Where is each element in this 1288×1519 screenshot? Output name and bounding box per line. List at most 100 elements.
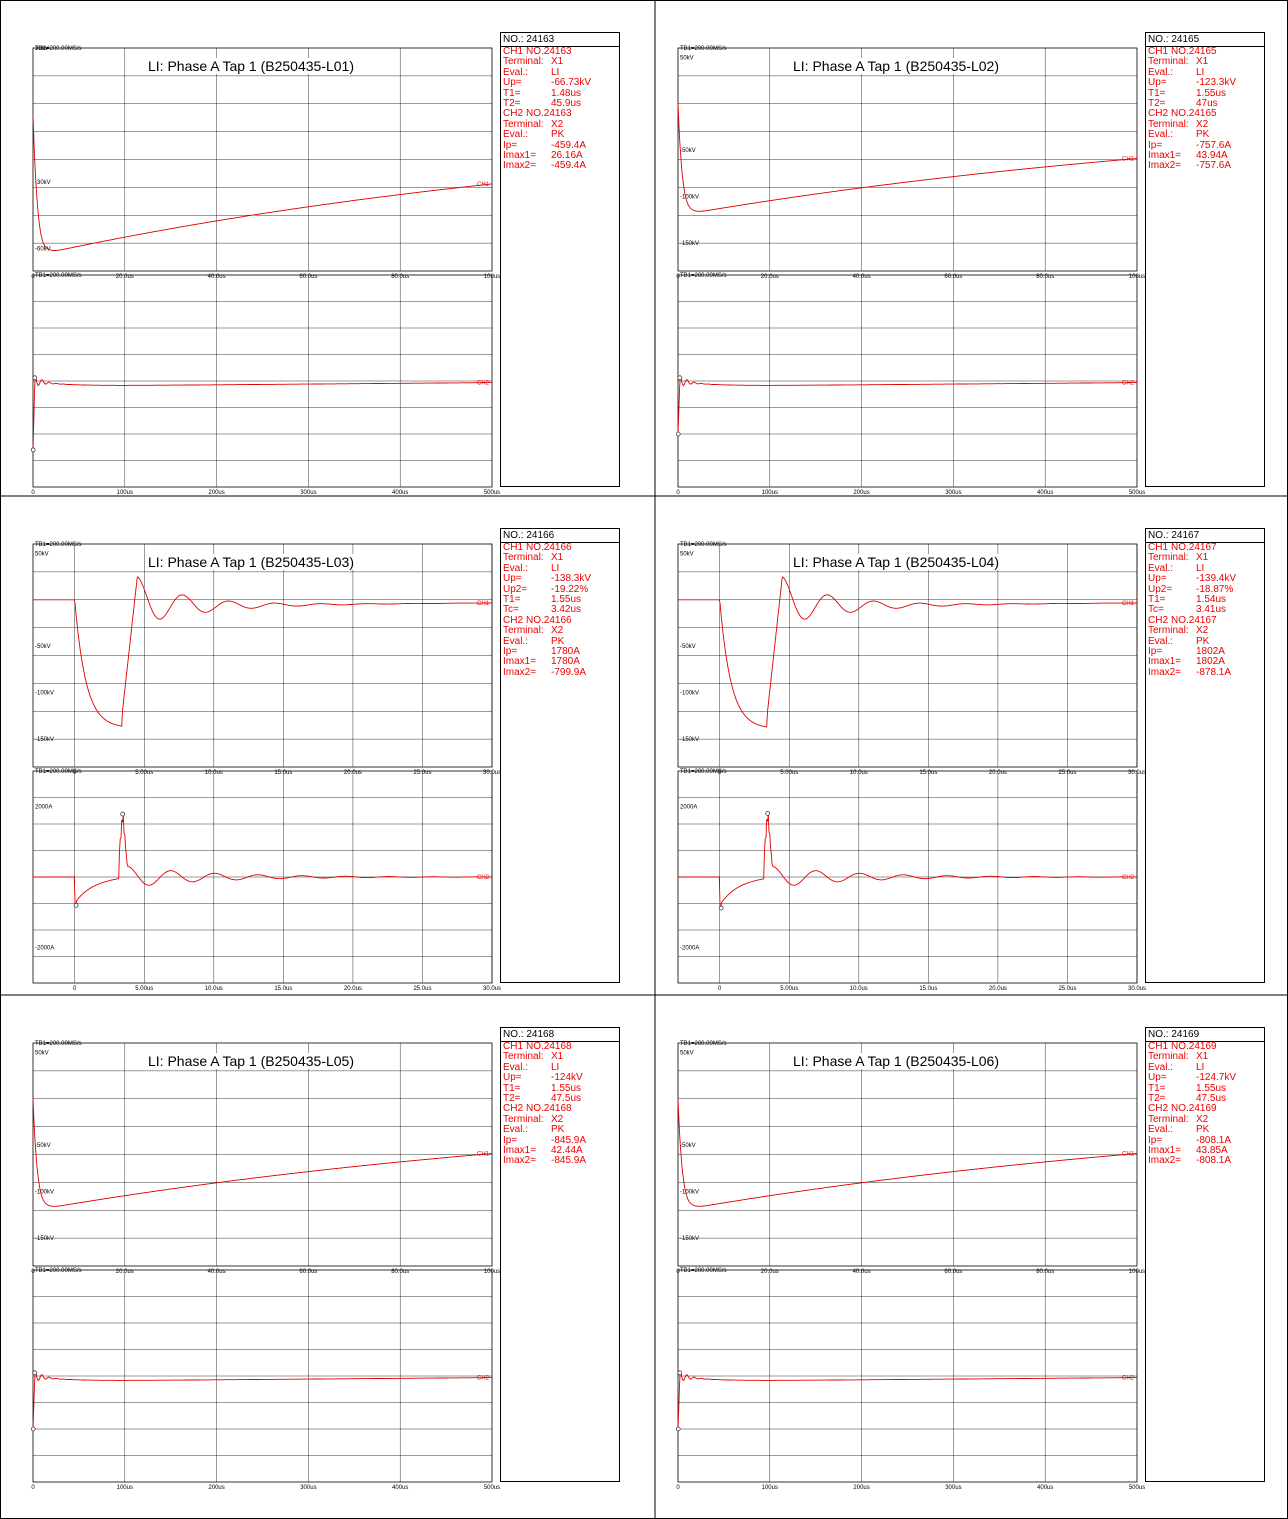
info-value: 1.55us: [551, 1082, 582, 1094]
y-tick-label: 50kV: [680, 551, 694, 557]
panel-title: LI: Phase A Tap 1 (B250435-L05): [148, 1053, 355, 1069]
info-key: Ip=: [503, 1134, 518, 1146]
x-tick-label: 30.0us: [1128, 986, 1146, 992]
info-row: Imax1= 43.94A: [1146, 150, 1264, 162]
info-row: T1= 1.48us: [501, 87, 619, 99]
x-tick-label: 0: [718, 986, 722, 992]
x-tick-label: 300us: [945, 1485, 961, 1491]
info-row: Eval.: LI: [1146, 1062, 1264, 1073]
info-value: PK: [551, 635, 565, 647]
peak-marker: [675, 1426, 681, 1432]
info-value: LI: [1196, 66, 1205, 78]
info-key: Terminal:: [1148, 552, 1189, 564]
info-key: Terminal:: [503, 118, 544, 130]
info-key: Terminal:: [1148, 1051, 1189, 1063]
info-key: Imax1=: [1148, 656, 1182, 668]
info-row: Tc= 3.42us: [501, 604, 619, 616]
info-key: Ip=: [1148, 646, 1163, 658]
info-key: CH1: [503, 46, 524, 57]
peak-marker: [32, 1370, 38, 1376]
channel-label: CH2: [477, 875, 490, 881]
ch2-trace: [32, 1370, 492, 1430]
chart-svg: 0 5.00us 10.0us 15.0us 20.0us 25.0us 30.0us 50k…: [677, 543, 1146, 992]
info-key: Terminal:: [1148, 1113, 1189, 1125]
info-key: Terminal:: [503, 625, 544, 637]
channel-label: CH1: [477, 182, 490, 188]
info-row: Terminal: X1: [501, 1051, 619, 1063]
x-tick-label: 200us: [853, 1485, 869, 1491]
panel-title: LI: Phase A Tap 1 (B250435-L01): [148, 58, 355, 74]
info-value: PK: [551, 129, 565, 141]
info-row: Up= -123.3kV: [1146, 77, 1264, 89]
info-key: Terminal:: [503, 1113, 544, 1125]
info-key: Tc=: [1148, 604, 1164, 616]
info-value: 43.85A: [1196, 1145, 1228, 1157]
x-tick-label: 500us: [484, 490, 500, 496]
info-value: X2: [551, 118, 564, 130]
info-key: Imax2=: [1148, 666, 1182, 678]
info-row: Imax2= -459.4A: [501, 160, 619, 172]
info-value: -124.7kV: [1196, 1072, 1237, 1084]
info-key: Eval.:: [503, 562, 529, 574]
info-key: Ip=: [1148, 1134, 1163, 1146]
info-row: Imax1= 42.44A: [501, 1145, 619, 1156]
y-tick-label: -150kV: [680, 1236, 699, 1242]
info-value: 1.55us: [1196, 87, 1227, 99]
info-key: Imax1=: [1148, 1145, 1182, 1157]
info-row: Terminal: X2: [501, 1113, 619, 1125]
ch2-plot: 0 100us 200us 300us 400us 500us CH2: [675, 1269, 1145, 1491]
info-value: NO.24165: [1171, 108, 1217, 120]
info-row: Terminal: X1: [501, 56, 619, 67]
info-value: -123.3kV: [1196, 77, 1237, 89]
ch2-plot: 0 100us 200us 300us 400us 500us CH2: [30, 1269, 500, 1491]
info-key: CH2: [1148, 1103, 1169, 1115]
y-tick-label: -100kV: [35, 691, 54, 697]
info-value: -459.4A: [551, 160, 587, 172]
x-tick-label: 500us: [484, 1485, 500, 1491]
info-value: 1.48us: [551, 87, 582, 99]
x-tick-label: 500us: [1129, 1485, 1145, 1491]
y-tick-label: 50kV: [35, 551, 49, 557]
info-value: 47.5us: [1196, 1093, 1227, 1105]
channel-label: CH1: [1122, 1152, 1135, 1158]
info-row: Imax2= -845.9A: [501, 1156, 619, 1167]
x-tick-label: 100us: [762, 1485, 778, 1491]
x-tick-label: 400us: [1037, 490, 1053, 496]
info-value: X2: [1196, 1113, 1209, 1125]
info-value: X2: [551, 625, 564, 637]
timebase-label: TB1=200.00MS/s: [35, 542, 82, 548]
x-tick-label: 20.0us: [344, 986, 362, 992]
y-tick-label: -2000A: [35, 946, 54, 952]
x-tick-label: 0: [73, 770, 77, 776]
info-value: LI: [1196, 562, 1205, 574]
y-tick-label: -150kV: [35, 737, 54, 743]
channel-label: CH2: [1122, 1376, 1135, 1382]
info-row: CH1 NO.24163: [501, 46, 619, 57]
timebase-label: TB1=200.00MS/s: [35, 1041, 82, 1047]
info-key: T2=: [503, 1093, 521, 1105]
info-key: T2=: [503, 98, 521, 110]
ch1-plot: 0 20.0us 40.0us 60.0us 80.0us 100us50kV-50kV-…: [31, 1042, 500, 1275]
info-key: Imax1=: [1148, 150, 1182, 162]
info-value: X1: [1196, 56, 1209, 68]
info-key: Eval.:: [503, 1061, 529, 1073]
measurement-info-box: NO.: 24169 CH1 NO.24169 Terminal: X1 Eval.: LI…: [1145, 1027, 1265, 1482]
info-key: Eval.:: [1148, 129, 1174, 141]
info-value: -459.4A: [551, 139, 587, 151]
waveform-panel: 0 20.0us 40.0us 60.0us 80.0us 100us 50kV -50kV -…: [645, 995, 1288, 1491]
info-value: 1.55us: [1196, 1082, 1227, 1094]
y-tick-label: -50kV: [680, 644, 696, 650]
info-key: Up=: [503, 77, 522, 89]
info-row: Imax2= -799.9A: [501, 667, 619, 678]
x-tick-label: 100us: [762, 490, 778, 496]
x-tick-label: 300us: [945, 490, 961, 496]
channel-label: CH2: [1122, 381, 1135, 387]
info-row: Imax1= 1780A: [501, 657, 619, 668]
y-tick-label: -50kV: [35, 1143, 51, 1149]
waveform-panel: 0 5.00us 10.0us 15.0us 20.0us 25.0us 30.0us 50k…: [0, 496, 645, 992]
x-tick-label: 300us: [300, 1485, 316, 1491]
info-value: 3.42us: [551, 604, 582, 616]
y-tick-label: 30kV: [35, 46, 49, 52]
info-key: Terminal:: [503, 1051, 544, 1063]
info-key: CH1: [1148, 1041, 1169, 1052]
